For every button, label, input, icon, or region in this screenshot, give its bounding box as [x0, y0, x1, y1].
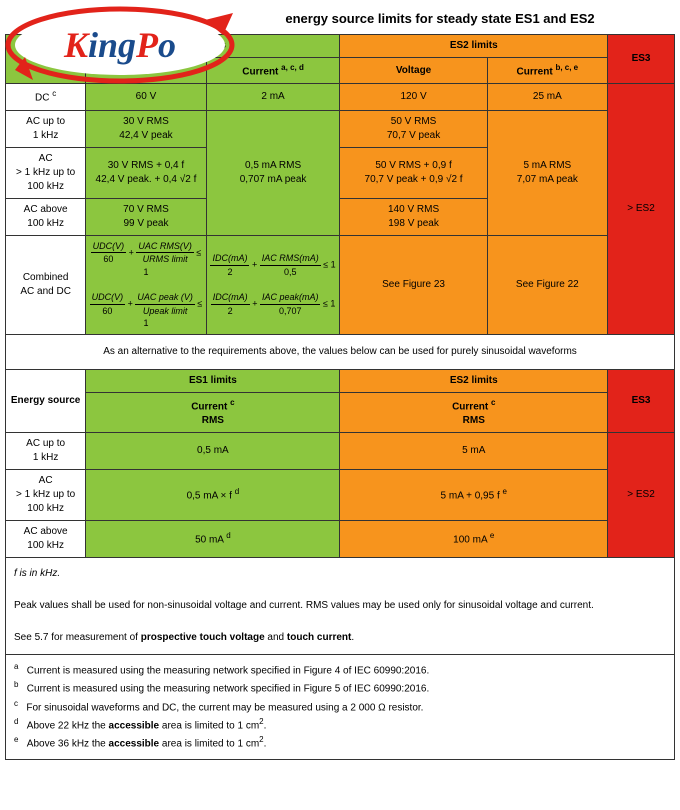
row-ac-mid: 0,5 mA RMS0,707 mA peak	[206, 110, 340, 235]
hdr-es3: ES3	[608, 35, 675, 84]
r2-es3: > ES2	[608, 433, 675, 558]
row-combined-c1: IDC(mA)2 + IAC RMS(mA)0,5 ≤ 1 IDC(mA)2 +…	[206, 235, 340, 334]
hdr2-cur1: Current cRMS	[86, 392, 340, 432]
r2-1-label: AC up to1 kHz	[6, 433, 86, 470]
footnotes-block: a Current is measured using the measurin…	[6, 655, 675, 760]
r2-2-es2: 5 mA + 0,95 f e	[340, 470, 608, 521]
hdr2-cur2: Current cRMS	[340, 392, 608, 432]
row-ac-cur: 5 mA RMS7,07 mA peak	[487, 110, 607, 235]
row-es3-a: > ES2	[608, 84, 675, 334]
row-combined-label: CombinedAC and DC	[6, 235, 86, 334]
hdr2-es3: ES3	[608, 369, 675, 432]
r2-3-label: AC above100 kHz	[6, 521, 86, 558]
hdr-voltage2: Voltage	[340, 58, 487, 84]
alt-note: As an alternative to the requirements ab…	[6, 334, 675, 369]
row-ac2-v2: 50 V RMS + 0,9 f70,7 V peak + 0,9 √2 f	[340, 147, 487, 198]
row-dc-v1: 60 V	[86, 84, 206, 110]
r2-2-label: AC> 1 kHz up to100 kHz	[6, 470, 86, 521]
row-dc-label: DC c	[6, 84, 86, 110]
row-ac2-v1: 30 V RMS + 0,4 f42,4 V peak. + 0,4 √2 f	[86, 147, 206, 198]
hdr-current-bce: Current b, c, e	[487, 58, 607, 84]
hdr-es1-limits: limits	[86, 35, 340, 58]
hdr-current-acd: Current a, c, d	[206, 58, 340, 84]
hdr2-es2: ES2 limits	[340, 369, 608, 392]
row-combined-fig23: See Figure 23	[340, 235, 487, 334]
row-dc-c2: 25 mA	[487, 84, 607, 110]
r2-1-es2: 5 mA	[340, 433, 608, 470]
r2-1-es1: 0,5 mA	[86, 433, 340, 470]
row-ac3-label: AC above100 kHz	[6, 198, 86, 235]
notes-block: f is in kHz. Peak values shall be used f…	[6, 558, 675, 655]
hdr-energysrc-cover	[6, 35, 86, 84]
r2-3-es1: 50 mA d	[86, 521, 340, 558]
row-combined-v1: UDC(V)60 + UAC RMS(V)URMS limit ≤ 1 UDC(…	[86, 235, 206, 334]
row-ac3-v1: 70 V RMS99 V peak	[86, 198, 206, 235]
row-ac1-v2: 50 V RMS70,7 V peak	[340, 110, 487, 147]
row-dc-c1: 2 mA	[206, 84, 340, 110]
r2-3-es2: 100 mA e	[340, 521, 608, 558]
row-combined-fig22: See Figure 22	[487, 235, 607, 334]
page-title: energy source limits for steady state ES…	[5, 5, 675, 34]
row-ac1-label: AC up to1 kHz	[6, 110, 86, 147]
row-ac1-v1: 30 V RMS42,4 V peak	[86, 110, 206, 147]
hdr-voltage-cover	[86, 58, 206, 84]
r2-2-es1: 0,5 mA × f d	[86, 470, 340, 521]
row-dc-v2: 120 V	[340, 84, 487, 110]
main-table: limits ES2 limits ES3 Current a, c, d Vo…	[5, 34, 675, 760]
row-ac3-v2: 140 V RMS198 V peak	[340, 198, 487, 235]
hdr-es2-limits: ES2 limits	[340, 35, 608, 58]
hdr2-es1: ES1 limits	[86, 369, 340, 392]
hdr2-energysrc: Energy source	[6, 369, 86, 432]
row-ac2-label: AC> 1 kHz up to100 kHz	[6, 147, 86, 198]
